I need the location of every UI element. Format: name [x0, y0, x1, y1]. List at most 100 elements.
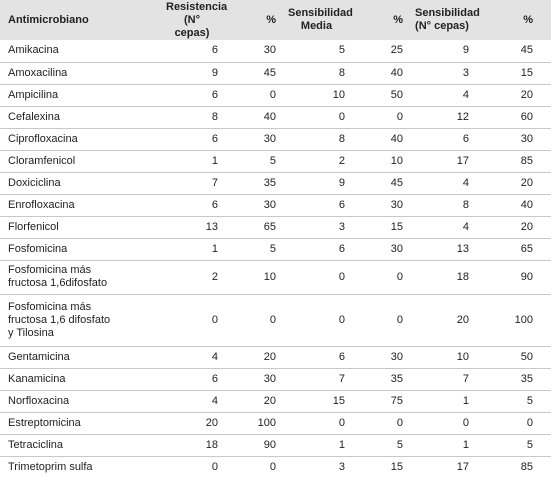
- value-cell: 0: [475, 412, 551, 435]
- value-cell: 0: [351, 106, 409, 129]
- value-cell: 100: [224, 412, 282, 435]
- cell-line: Sensibilidad: [288, 7, 353, 19]
- value-cell: 17: [409, 150, 475, 173]
- table-row: Doxiciclina 7 35 9 45 4 20: [0, 172, 551, 195]
- cell-line: (N° cepas): [415, 20, 469, 32]
- cell-line: Gentamicina: [8, 350, 70, 363]
- value-cell: 3: [282, 216, 351, 239]
- value-cell: 2: [282, 150, 351, 173]
- value-cell: 65: [475, 238, 551, 261]
- value-cell: 8: [409, 194, 475, 217]
- value-cell: 5: [351, 434, 409, 457]
- table-row: Gentamicina 4 20 6 30 10 50: [0, 346, 551, 369]
- table-body: Amikacina 6 30 5 25 9 45 Amoxacilina 9 45 8 40 3 15 Am…: [0, 40, 551, 478]
- table-row: Trimetoprim sulfa 0 0 3 15 17 85: [0, 456, 551, 478]
- table-row: Cloramfenicol 1 5 2 10 17 85: [0, 150, 551, 173]
- drug-name: Florfenicol: [0, 216, 160, 239]
- cell-line: Fosfomicina más: [8, 300, 92, 313]
- value-cell: 8: [282, 62, 351, 85]
- value-cell: 20: [475, 84, 551, 107]
- value-cell: 0: [269, 460, 276, 473]
- value-cell: 6: [160, 84, 224, 107]
- value-cell: 8: [160, 106, 224, 129]
- value-cell: 7: [160, 172, 224, 195]
- cell-line: Norfloxacina: [8, 394, 70, 407]
- value-cell: 20: [475, 216, 551, 239]
- cell-line: Amoxacilina: [8, 66, 68, 79]
- value-cell: 3: [338, 460, 345, 473]
- value-cell: 30: [224, 40, 282, 63]
- header-cell: Sensibilidad (N° cepas): [409, 0, 480, 40]
- value-cell: 75: [351, 390, 409, 413]
- drug-name: Tetraciclina: [0, 434, 160, 457]
- value-cell: 6: [160, 128, 224, 151]
- value-cell: 7: [282, 368, 351, 391]
- value-cell: 1: [409, 390, 475, 413]
- cell-line: Enrofloxacina: [8, 198, 75, 211]
- value-cell: 50: [351, 84, 409, 107]
- drug-name: Enrofloxacina: [0, 194, 160, 217]
- drug-name: Amoxacilina: [0, 62, 160, 85]
- value-cell: 100: [475, 294, 551, 347]
- value-cell: 6: [282, 346, 351, 369]
- value-cell: 4: [409, 216, 475, 239]
- drug-name: Norfloxacina: [0, 390, 160, 413]
- table-row: Cefalexina 8 40 0 0 12 60: [0, 106, 551, 129]
- value-cell: 1: [409, 434, 475, 457]
- cell-line: Fosfomicina más: [8, 264, 92, 276]
- cell-line: Estreptomicina: [8, 416, 81, 429]
- cell-line: (N° cepas): [174, 13, 210, 39]
- value-cell: 0: [160, 294, 224, 347]
- value-cell: 6: [409, 128, 475, 151]
- cell-line: Doxiciclina: [8, 176, 61, 189]
- value-cell: 0: [282, 412, 351, 435]
- value-cell: 8: [282, 128, 351, 151]
- cell-line: Tetraciclina: [8, 438, 64, 451]
- table-row: Fosfomicina 1 5 6 30 13 65: [0, 238, 551, 261]
- cell-line: Trimetoprim sulfa: [8, 460, 93, 473]
- cell-line: Amikacina: [8, 44, 59, 57]
- table-row: Enrofloxacina 6 30 6 30 8 40: [0, 194, 551, 217]
- value-cell: 13: [160, 216, 224, 239]
- value-cell: 13: [409, 238, 475, 261]
- value-cell: 30: [351, 238, 409, 261]
- value-cell: 40: [351, 62, 409, 85]
- value-cell: 1: [282, 434, 351, 457]
- value-cell: 6: [160, 194, 224, 217]
- drug-name: Amikacina: [0, 40, 160, 63]
- value-cell: 85: [475, 150, 551, 173]
- value-cell: 9: [409, 40, 475, 63]
- value-cell: 20: [224, 346, 282, 369]
- cell-line: Florfenicol: [8, 220, 59, 233]
- value-cell: 30: [224, 128, 282, 151]
- value-cell: 5: [475, 434, 551, 457]
- value-cell: 30: [475, 128, 551, 151]
- value-cell: 15: [282, 390, 351, 413]
- drug-name: Doxiciclina: [0, 172, 160, 195]
- drug-name: Fosfomicina: [0, 238, 160, 261]
- value-cell: 18: [160, 434, 224, 457]
- value-cell: 0: [224, 294, 282, 347]
- cell-line: fructosa 1,6difosfato: [8, 277, 108, 289]
- value-cell: 4: [160, 346, 224, 369]
- table-row: Amikacina 6 30 5 25 9 45: [0, 40, 551, 63]
- drug-name: Cefalexina: [0, 106, 160, 129]
- value-cell: 6: [160, 40, 224, 63]
- header-cell: Resistencia (N° cepas): [160, 0, 227, 40]
- value-cell: 20: [475, 172, 551, 195]
- value-cell: 60: [475, 106, 551, 129]
- drug-name: Cloramfenicol: [0, 150, 160, 173]
- value-cell: 40: [475, 194, 551, 217]
- value-cell: 5: [282, 40, 351, 63]
- table-row: Ciprofloxacina 6 30 8 40 6 30: [0, 128, 551, 151]
- cell-line: %: [523, 13, 533, 26]
- table-row: Tetraciclina 18 90 1 5 1 5: [0, 434, 551, 457]
- value-cell: 0: [211, 460, 218, 473]
- value-cell: 65: [224, 216, 282, 239]
- header-cell: %: [351, 0, 409, 40]
- value-cell: 40: [224, 106, 282, 129]
- value-cell: 6: [282, 238, 351, 261]
- cell-line: Cefalexina: [8, 110, 60, 123]
- value-cell: 10: [282, 84, 351, 107]
- value-cell: 30: [224, 194, 282, 217]
